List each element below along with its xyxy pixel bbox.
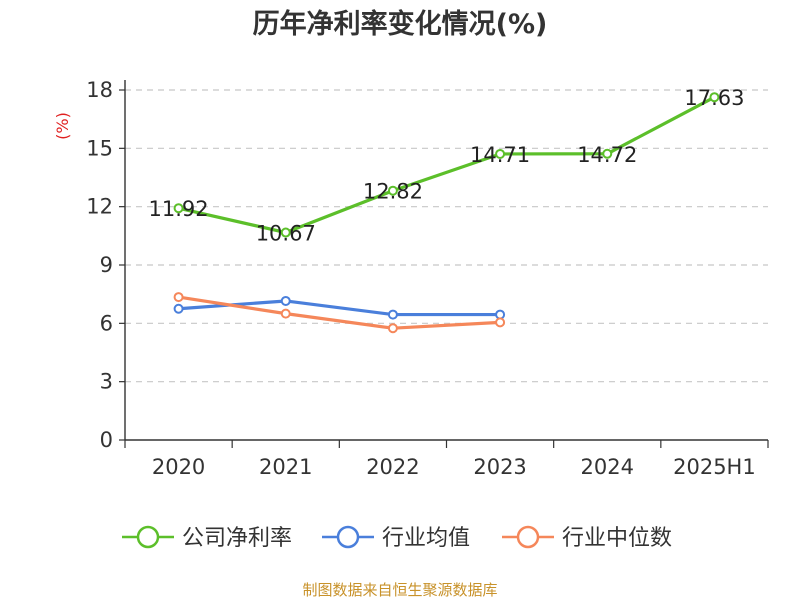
data-point xyxy=(173,292,184,303)
series-lines xyxy=(173,92,720,334)
legend-label: 行业中位数 xyxy=(562,526,672,551)
data-point xyxy=(173,303,184,314)
data-point xyxy=(280,295,291,306)
y-tick-label: 18 xyxy=(86,78,113,102)
data-point xyxy=(387,309,398,320)
data-point xyxy=(280,308,291,319)
legend: 公司净利率 行业均值 行业中位数 xyxy=(122,525,672,551)
data-point xyxy=(495,148,506,159)
y-tick-label: 3 xyxy=(100,370,113,394)
x-tick-label: 2021 xyxy=(259,455,312,479)
legend-label: 公司净利率 xyxy=(182,526,292,551)
legend-marker xyxy=(516,525,540,549)
data-label: 14.71 xyxy=(470,143,530,167)
y-tick-label: 6 xyxy=(100,311,113,335)
data-point xyxy=(495,317,506,328)
legend-marker xyxy=(336,525,360,549)
data-point xyxy=(387,185,398,196)
legend-label: 行业均值 xyxy=(382,526,470,551)
axes: 0 3 6 9 12 15 18 2020 2021 2022 2023 2024 2025H1 xyxy=(86,78,769,479)
y-tick-label: 9 xyxy=(100,253,113,277)
data-point xyxy=(709,92,720,103)
x-tick-label: 2023 xyxy=(473,455,526,479)
y-tick-label: 12 xyxy=(86,195,113,219)
chart-title: 历年净利率变化情况(%) xyxy=(253,8,548,40)
x-tick-label: 2024 xyxy=(581,455,634,479)
y-tick-label: 15 xyxy=(86,136,113,160)
data-label: 10.67 xyxy=(256,222,316,246)
x-tick-label: 2020 xyxy=(152,455,205,479)
source-note: 制图数据来自恒生聚源数据库 xyxy=(302,581,497,599)
grid-lines xyxy=(125,89,768,383)
legend-marker xyxy=(136,525,160,549)
data-label: 17.63 xyxy=(684,86,744,110)
data-point xyxy=(173,203,184,214)
data-labels: 11.92 10.67 12.82 14.71 14.72 17.63 xyxy=(149,86,745,245)
data-label: 14.72 xyxy=(577,143,637,167)
y-axis-unit-label: (%) xyxy=(53,112,72,140)
data-point xyxy=(387,323,398,334)
y-tick-label: 0 xyxy=(100,428,113,452)
data-label: 11.92 xyxy=(149,197,209,221)
x-tick-label: 2025H1 xyxy=(673,455,756,479)
data-label: 12.82 xyxy=(363,180,423,204)
series-line-0 xyxy=(178,95,716,235)
series-line-2 xyxy=(178,295,501,330)
data-point xyxy=(280,227,291,238)
x-tick-label: 2022 xyxy=(366,455,419,479)
data-point xyxy=(602,148,613,159)
